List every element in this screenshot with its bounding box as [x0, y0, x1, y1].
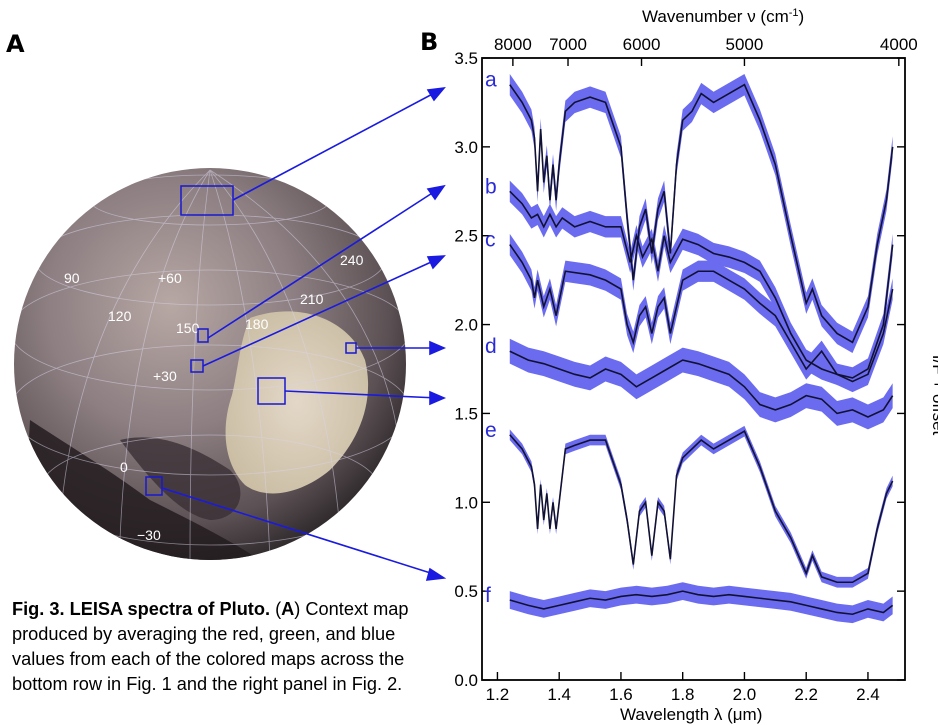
- bright-plain-region: [225, 311, 369, 494]
- band-b: [509, 180, 893, 389]
- x-tick-label: 2.2: [794, 685, 818, 704]
- arrow-b: [207, 187, 441, 339]
- top-tick-label: 4000: [880, 35, 918, 54]
- spectrum-lines: [509, 83, 894, 616]
- grid-label: 210: [300, 291, 324, 307]
- series-line-d: [509, 350, 894, 418]
- x-tick-label: 2.0: [733, 685, 757, 704]
- y-tick-label: 3.0: [454, 138, 478, 157]
- x-tick-label: 1.2: [486, 685, 510, 704]
- arrow-a-head: [426, 86, 446, 102]
- series-label-c: c: [485, 229, 496, 252]
- x-tick-label: 1.6: [609, 685, 633, 704]
- grid-label: +30: [153, 368, 177, 384]
- caption-title: Fig. 3. LEISA spectra of Pluto.: [12, 599, 271, 619]
- figure-caption: Fig. 3. LEISA spectra of Pluto. (A) Cont…: [12, 597, 422, 697]
- y-tick-label: 2.5: [454, 227, 478, 246]
- series-label-b: b: [485, 175, 497, 198]
- series-line-f: [509, 590, 894, 616]
- top-tick-label: 8000: [494, 35, 532, 54]
- arrow-b-head: [426, 184, 446, 201]
- panel-a-label: A: [6, 30, 25, 58]
- map-grid-labels: 90 +60 120 150 180 210 240 +30 0 −30: [64, 252, 364, 543]
- uncertainty-bands: [509, 73, 893, 624]
- series-label-a: a: [485, 69, 497, 92]
- grid-label: 180: [245, 316, 269, 332]
- caption-letter: A: [281, 599, 295, 619]
- x-tick-label: 1.4: [547, 685, 571, 704]
- x-tick-label: 2.4: [856, 685, 880, 704]
- band-f: [509, 582, 893, 624]
- y-tick-label: 1.0: [454, 493, 478, 512]
- top-axis-title: Wavenumber ν (cm-1): [642, 7, 804, 26]
- arrow-e: [284, 390, 439, 399]
- band-d: [509, 338, 893, 430]
- band-e: [509, 425, 893, 588]
- x-axis-title: Wavelength λ (μm): [620, 705, 762, 724]
- series-label-d: d: [485, 335, 497, 358]
- plot-frame: [481, 57, 906, 681]
- caption-text: ) Context map produced by averaging the …: [12, 599, 409, 694]
- y-tick-label: 0.5: [454, 582, 478, 601]
- y-tick-label: 2.0: [454, 316, 478, 335]
- series-label-e: e: [485, 419, 497, 442]
- series-labels: a b c d e f: [485, 69, 497, 607]
- x-tick-label: 1.8: [671, 685, 695, 704]
- arrow-e-head: [429, 390, 447, 406]
- grid-label: 150: [176, 320, 200, 336]
- series-line-e: [509, 430, 894, 584]
- arrow-f: [161, 487, 441, 577]
- y-axis-title: I/F + offset: [929, 355, 938, 436]
- grid-label: 90: [64, 270, 80, 286]
- grid-label: 120: [108, 308, 132, 324]
- y-tick-label: 0.0: [454, 671, 478, 690]
- grid-label: +60: [158, 270, 182, 286]
- series-label-f: f: [485, 584, 491, 607]
- dark-patch: [120, 437, 241, 520]
- grid-label: 0: [120, 459, 128, 475]
- series-line-c: [509, 244, 894, 383]
- top-tick-label: 5000: [726, 35, 764, 54]
- arrow-f-head: [425, 567, 447, 581]
- arrow-a: [232, 89, 441, 201]
- top-tick-label: 7000: [549, 35, 587, 54]
- arrow-c: [202, 257, 441, 367]
- region-box-b: [197, 328, 209, 343]
- caption-prefix: (: [270, 599, 282, 619]
- y-tick-label: 1.5: [454, 404, 478, 423]
- x-axis-ticks: 1.2 1.4 1.6 1.8 2.0 2.2 2.4: [486, 672, 880, 704]
- region-box-a: [180, 185, 234, 216]
- panel-b-label: B: [420, 28, 439, 56]
- top-axis-ticks: 8000 7000 6000 5000 4000: [494, 35, 918, 66]
- y-tick-label: 3.5: [454, 49, 478, 68]
- series-line-b: [509, 190, 894, 379]
- arrow-c-head: [426, 255, 446, 270]
- top-tick-label: 6000: [623, 35, 661, 54]
- grid-label: 240: [340, 252, 364, 268]
- grid-label: −30: [137, 527, 161, 543]
- connector-arrows: [161, 86, 447, 581]
- arrow-d-head: [429, 340, 447, 356]
- series-line-a: [509, 83, 894, 344]
- region-box-f: [145, 476, 163, 496]
